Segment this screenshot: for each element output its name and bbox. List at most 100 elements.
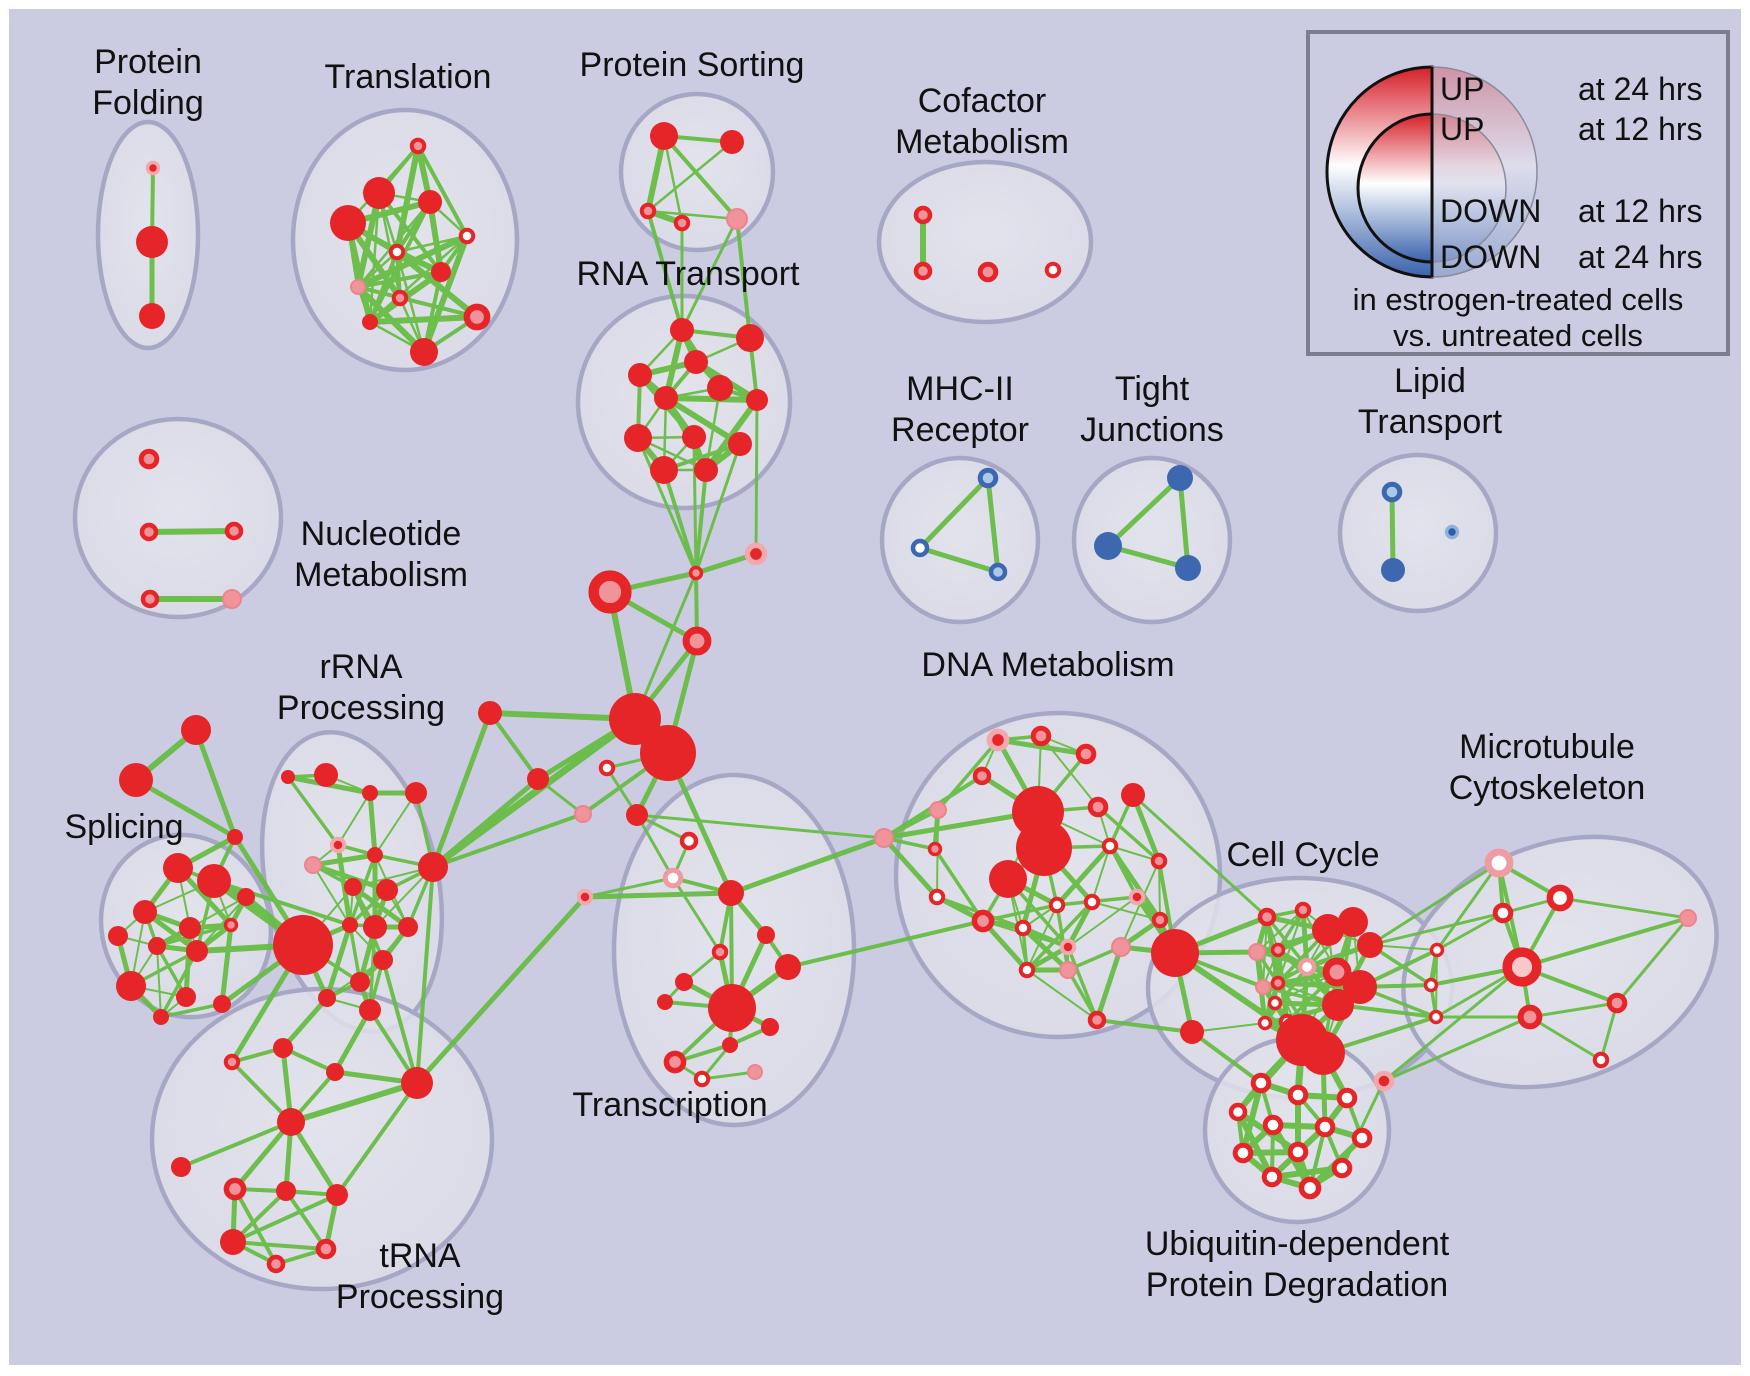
edge-dna-metabolism bbox=[1107, 843, 1163, 923]
legend-direction-label-2: UP bbox=[1440, 111, 1484, 147]
edge-rrna-processing bbox=[337, 792, 371, 846]
cluster-label-protein-folding-line2: Folding bbox=[92, 84, 204, 122]
cluster-label-cell-cycle: Cell Cycle bbox=[1226, 836, 1379, 874]
node-dna-metabolism bbox=[1030, 725, 1052, 747]
edge-tight-junctions bbox=[1105, 475, 1183, 549]
edge-rna-transport bbox=[663, 395, 760, 403]
edge-bridge bbox=[1340, 1079, 1386, 1170]
node-cell-cycle bbox=[1270, 942, 1286, 958]
node-dna-metabolism bbox=[927, 841, 943, 857]
node-trna-processing bbox=[266, 1254, 286, 1274]
legend-inner-left-half-icon bbox=[1356, 112, 1434, 264]
node-rna-transport bbox=[694, 458, 718, 482]
edge-bridge bbox=[662, 468, 698, 575]
edge-splicing bbox=[183, 925, 193, 1000]
node-translation bbox=[410, 338, 438, 366]
node-transcription bbox=[711, 943, 729, 961]
node-connectors bbox=[574, 805, 592, 823]
node-connectors bbox=[527, 768, 549, 790]
edge-translation bbox=[368, 250, 399, 324]
node-cell-cycle bbox=[1267, 995, 1283, 1011]
node-splicing bbox=[237, 888, 255, 906]
node-microtubule-cytoskeleton bbox=[1492, 902, 1514, 924]
node-protein-sorting bbox=[650, 122, 678, 150]
node-rna-transport bbox=[684, 350, 708, 374]
edge-tight-junctions bbox=[1177, 475, 1191, 571]
node-translation bbox=[388, 243, 406, 261]
cluster-label-rrna-processing-line1: rRNA bbox=[319, 648, 402, 686]
cluster-label-ubiquitin-line1: Ubiquitin-dependent bbox=[1145, 1225, 1450, 1263]
edge-dna-metabolism bbox=[1066, 945, 1099, 1022]
node-rna-transport bbox=[628, 363, 652, 387]
node-rna-transport bbox=[736, 324, 764, 352]
edge-bridge bbox=[1435, 861, 1501, 952]
edge-dna-metabolism bbox=[1025, 900, 1094, 972]
edge-bridge bbox=[414, 894, 588, 1086]
node-rrna-processing bbox=[359, 999, 381, 1021]
edge-connectors bbox=[193, 727, 238, 840]
edge-transcription bbox=[700, 1070, 757, 1081]
edge-dna-metabolism bbox=[1096, 805, 1161, 863]
node-protein-sorting bbox=[639, 202, 657, 220]
node-transcription bbox=[662, 867, 684, 889]
edge-bridge bbox=[1095, 1018, 1194, 1034]
node-rrna-processing bbox=[304, 856, 322, 874]
node-cofactor-metabolism bbox=[913, 261, 933, 281]
edge-splicing bbox=[219, 922, 234, 1007]
node-protein-folding bbox=[136, 226, 168, 258]
node-splicing bbox=[153, 1009, 169, 1025]
node-microtubule-cytoskeleton bbox=[1484, 848, 1514, 878]
legend-time-label-4: at 24 hrs bbox=[1578, 239, 1703, 275]
node-cell-cycle bbox=[1429, 942, 1445, 958]
node-ubiquitin bbox=[1232, 1142, 1254, 1164]
edge-bridge bbox=[754, 398, 759, 556]
edge-bridge bbox=[692, 435, 698, 575]
node-ubiquitin bbox=[1250, 1072, 1272, 1094]
node-rrna-processing bbox=[329, 836, 347, 854]
node-dna-metabolism bbox=[1151, 911, 1169, 929]
edge-dna-metabolism bbox=[981, 903, 1059, 923]
legend-box bbox=[1306, 30, 1730, 356]
node-cell-cycle bbox=[1343, 970, 1377, 1004]
node-dna-metabolism bbox=[1101, 837, 1119, 855]
node-microtubule-cytoskeleton bbox=[1679, 909, 1697, 927]
cluster-ellipse-nucleotide-metabolism bbox=[72, 416, 284, 620]
edge-transcription bbox=[583, 876, 675, 899]
edge-microtubule-cytoskeleton bbox=[1382, 1015, 1532, 1083]
node-ubiquitin bbox=[1351, 1127, 1373, 1149]
node-trna-processing bbox=[223, 1053, 241, 1071]
node-ubiquitin bbox=[1261, 1166, 1283, 1188]
node-transcription bbox=[718, 880, 744, 906]
node-protein-sorting bbox=[673, 214, 691, 232]
node-connectors bbox=[478, 701, 502, 725]
cluster-label-tight-junctions-line2: Junctions bbox=[1080, 411, 1224, 449]
edge-splicing bbox=[156, 945, 162, 1018]
node-connectors bbox=[682, 626, 712, 656]
node-splicing bbox=[197, 864, 231, 898]
cluster-label-lipid-transport-line2: Transport bbox=[1358, 403, 1503, 441]
cluster-ellipse-tight-junctions bbox=[1071, 455, 1233, 625]
cluster-label-dna-metabolism: DNA Metabolism bbox=[921, 646, 1174, 684]
cluster-label-splicing: Splicing bbox=[64, 808, 183, 846]
node-protein-sorting bbox=[720, 130, 744, 154]
node-cell-cycle bbox=[1297, 957, 1317, 977]
edge-trna-processing bbox=[233, 1187, 278, 1266]
node-dna-metabolism bbox=[989, 860, 1027, 898]
edge-microtubule-cytoskeleton bbox=[1615, 916, 1690, 1005]
edge-trna-processing bbox=[288, 1080, 420, 1125]
node-splicing bbox=[186, 940, 208, 962]
node-protein-sorting bbox=[726, 208, 748, 230]
node-dna-metabolism bbox=[1048, 896, 1066, 914]
node-ubiquitin bbox=[1262, 1114, 1284, 1136]
node-dna-metabolism bbox=[971, 909, 995, 933]
cluster-ellipse-transcription bbox=[611, 772, 857, 1128]
legend-direction-label-3: DOWN bbox=[1440, 193, 1541, 229]
node-cell-cycle bbox=[1257, 1015, 1273, 1031]
edge-cell-cycle bbox=[1256, 909, 1304, 953]
edge-rrna-processing bbox=[286, 775, 340, 847]
node-connectors bbox=[181, 715, 211, 745]
node-translation bbox=[363, 177, 395, 209]
edge-bridge bbox=[881, 809, 1041, 841]
node-cell-cycle bbox=[1338, 907, 1368, 937]
node-dna-metabolism bbox=[972, 766, 992, 786]
